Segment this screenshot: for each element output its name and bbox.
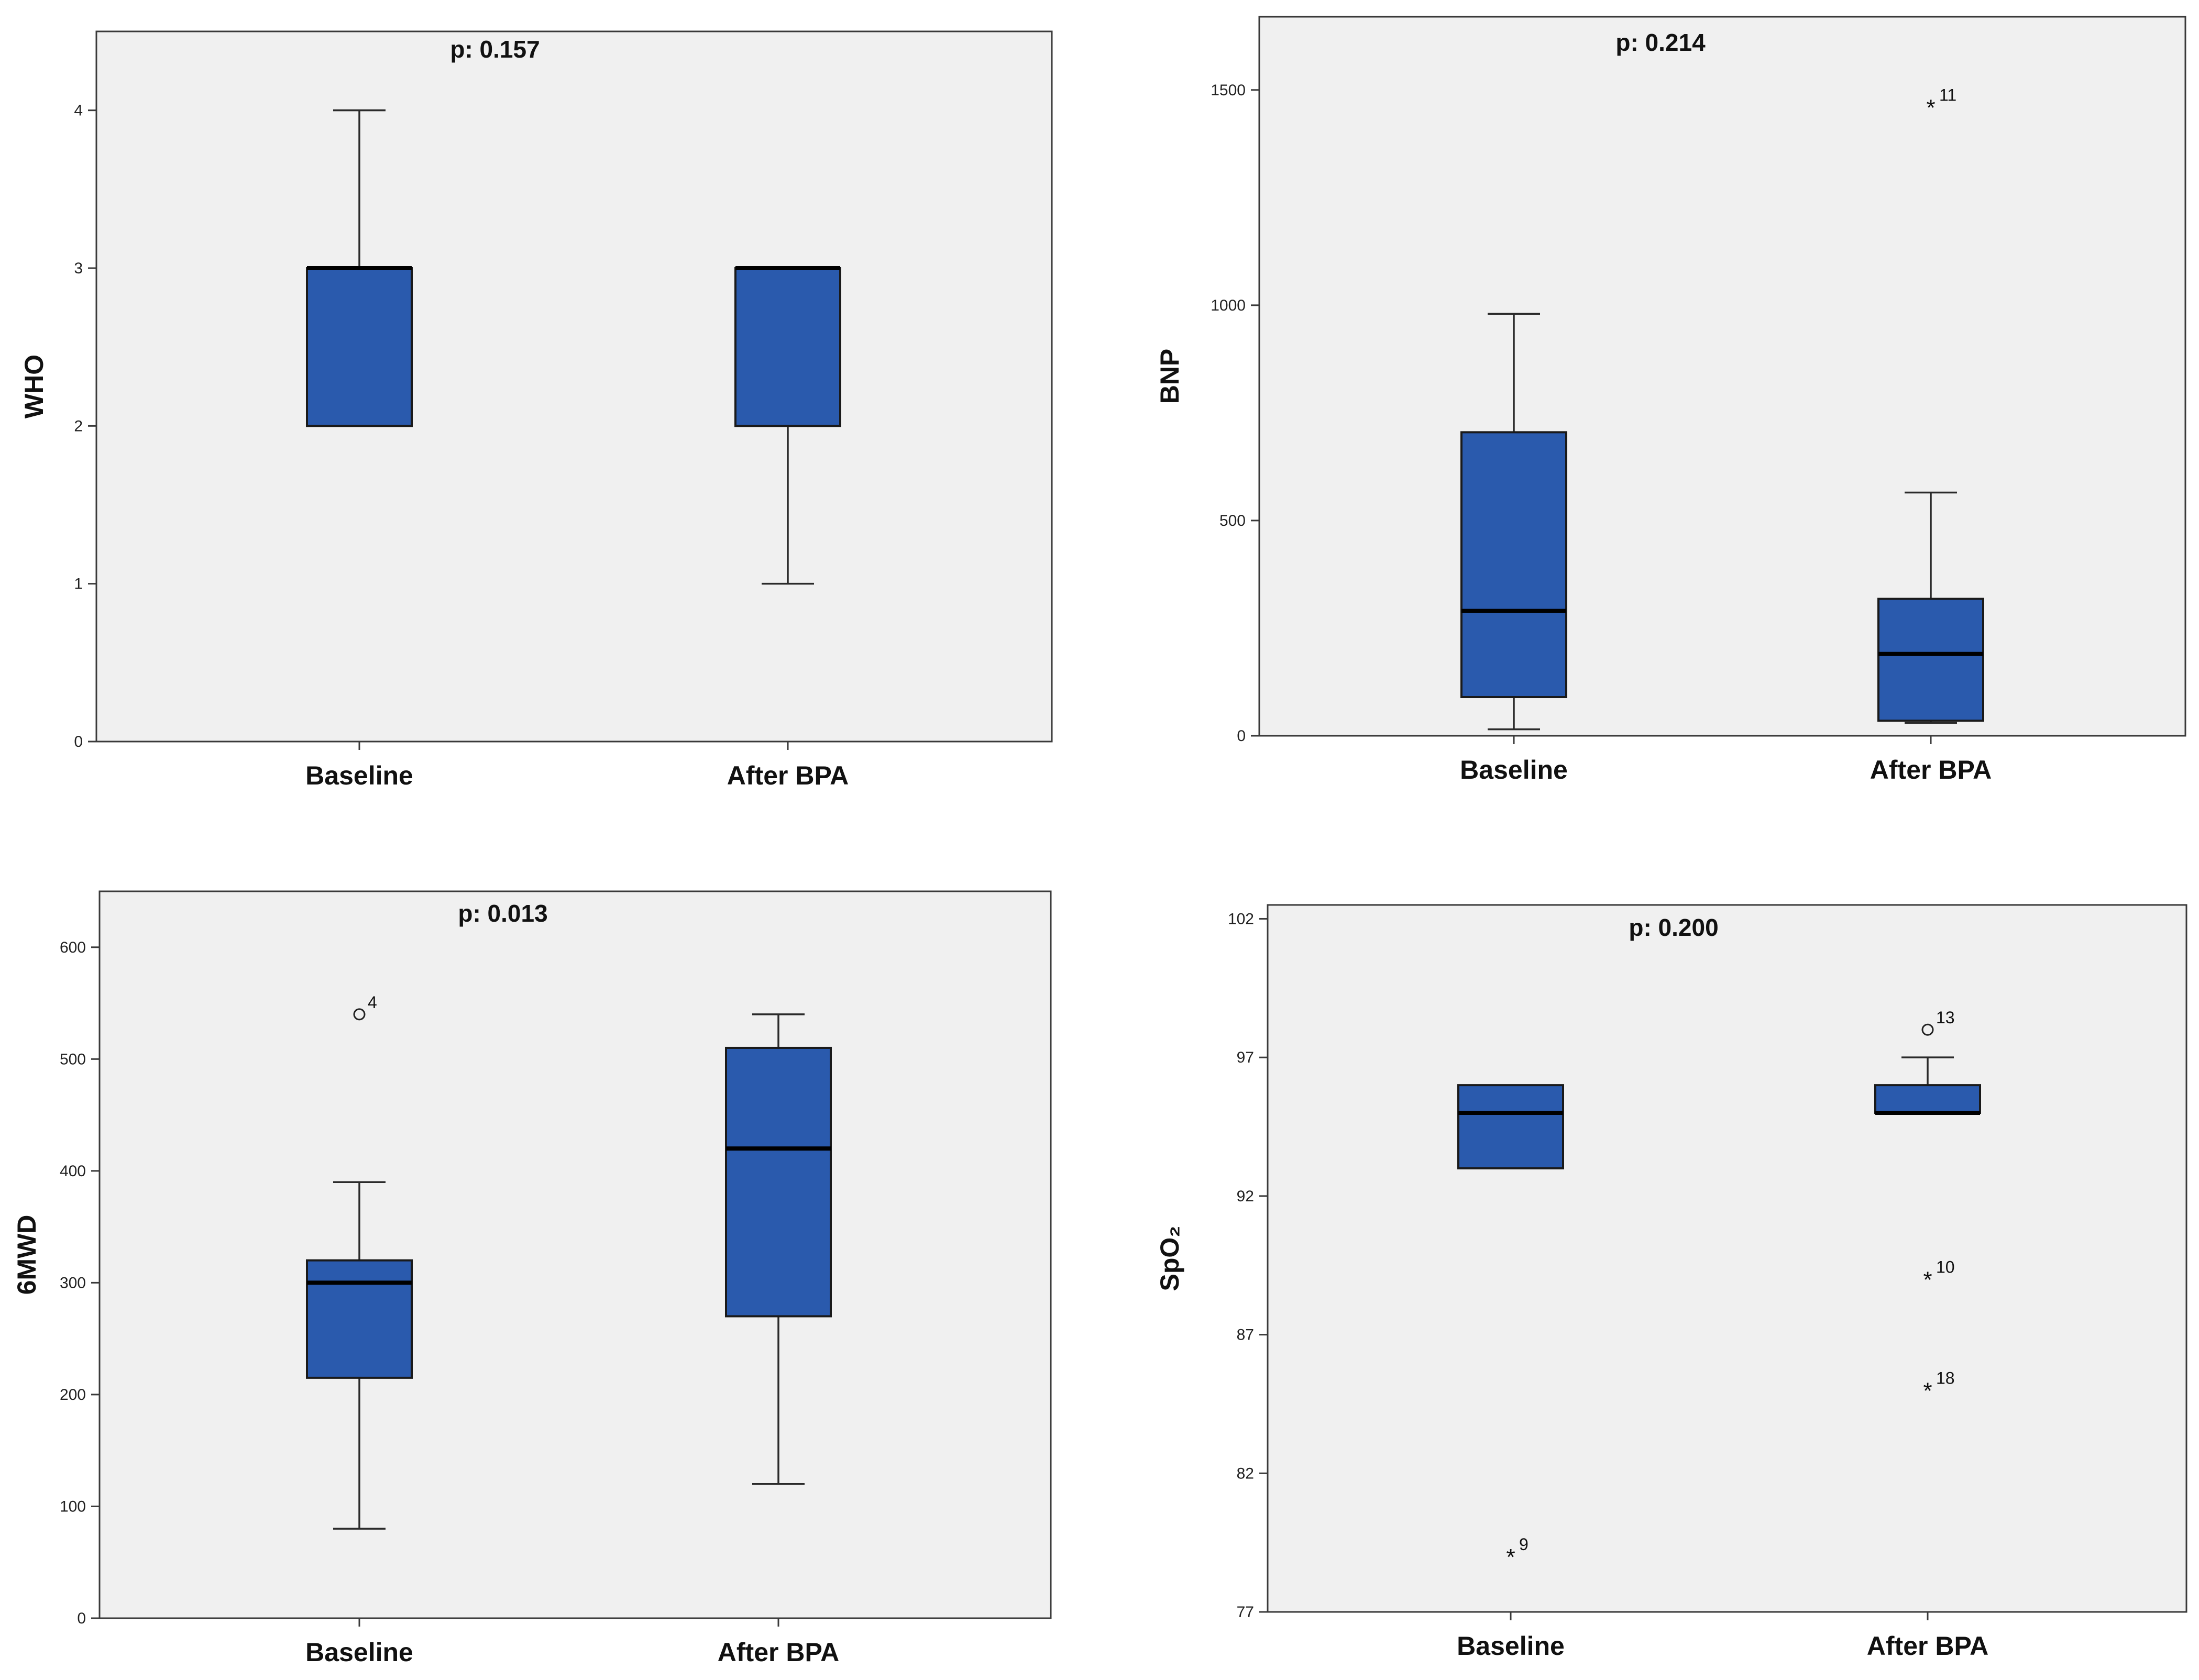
iqr-box xyxy=(306,1259,413,1379)
y-tick-label: 92 xyxy=(1237,1188,1254,1205)
chart-panel-1: 0 1 2 3 4 Baseline After BPA WHO p: 0.157 xyxy=(19,30,1053,790)
y-tick-label: 3 xyxy=(74,260,83,277)
outlier-star: * xyxy=(1923,1267,1932,1293)
x-category-label: After BPA xyxy=(1870,755,1992,784)
outlier-label: 18 xyxy=(1936,1368,1955,1387)
outlier-label: 13 xyxy=(1936,1008,1955,1027)
iqr-box xyxy=(1460,431,1567,699)
outlier-label: 9 xyxy=(1519,1535,1529,1554)
outlier-star: * xyxy=(1506,1544,1515,1570)
x-category-label: After BPA xyxy=(718,1638,839,1667)
outlier-label: 4 xyxy=(368,993,377,1012)
y-tick-label: 0 xyxy=(1237,727,1246,745)
iqr-box xyxy=(1457,1084,1564,1169)
iqr-box xyxy=(1877,598,1984,722)
y-tick-label: 87 xyxy=(1237,1327,1254,1344)
y-tick-label: 200 xyxy=(60,1386,86,1403)
x-category-label: After BPA xyxy=(1867,1631,1988,1661)
y-tick-label: 4 xyxy=(74,102,83,119)
y-tick-label: 300 xyxy=(60,1274,86,1291)
outlier-star: * xyxy=(1926,95,1935,121)
y-tick-label: 100 xyxy=(60,1498,86,1515)
y-tick-label: 82 xyxy=(1237,1465,1254,1482)
iqr-box xyxy=(306,267,413,427)
plot-area xyxy=(1258,16,2186,737)
y-tick-label: 97 xyxy=(1237,1049,1254,1066)
x-category-label: Baseline xyxy=(1457,1631,1565,1661)
y-tick-label: 500 xyxy=(1219,512,1246,529)
outlier-label: 10 xyxy=(1936,1258,1955,1277)
y-axis-title: WHO xyxy=(19,355,49,418)
y-axis-title: BNP xyxy=(1155,349,1184,404)
p-value-annotation: p: 0.013 xyxy=(458,900,547,927)
outlier-circle xyxy=(1921,1023,1934,1036)
y-tick-label: 0 xyxy=(74,733,83,750)
outlier-circle xyxy=(353,1008,366,1021)
chart-panel-3: 0 100 200 300 400 500 600 Baseline After BPA 6MWD… xyxy=(12,890,1052,1667)
y-tick-label: 500 xyxy=(60,1051,86,1068)
p-value-annotation: p: 0.214 xyxy=(1615,29,1706,56)
plot-area xyxy=(1267,904,2187,1613)
plot-area xyxy=(95,30,1053,743)
x-category-label: After BPA xyxy=(727,761,849,790)
y-tick-label: 102 xyxy=(1228,910,1254,927)
outlier-label: 11 xyxy=(1939,86,1956,105)
y-tick-label: 0 xyxy=(77,1610,86,1627)
y-tick-label: 2 xyxy=(74,417,83,435)
iqr-box xyxy=(734,267,841,427)
chart-panel-2: 0 500 1000 1500 Baseline After BPA BNP p: 0.214… xyxy=(1155,16,2186,784)
x-category-label: Baseline xyxy=(305,761,413,790)
y-tick-label: 1500 xyxy=(1211,82,1246,99)
plot-area xyxy=(98,890,1052,1619)
p-value-annotation: p: 0.157 xyxy=(450,36,540,63)
x-category-label: Baseline xyxy=(1460,755,1568,784)
y-axis-title: SpO₂ xyxy=(1155,1226,1184,1291)
y-tick-label: 1 xyxy=(74,576,83,593)
x-category-label: Baseline xyxy=(305,1638,413,1667)
y-tick-label: 600 xyxy=(60,939,86,956)
y-axis-title: 6MWD xyxy=(12,1215,41,1295)
iqr-box xyxy=(1874,1084,1981,1114)
y-tick-label: 77 xyxy=(1237,1604,1254,1621)
y-tick-label: 1000 xyxy=(1211,297,1246,314)
chart-panel-4: 77 82 87 92 97 102 Baseline After BPA SpO₂ p: 0.2… xyxy=(1155,904,2187,1661)
p-value-annotation: p: 0.200 xyxy=(1629,914,1718,941)
iqr-box xyxy=(725,1046,832,1318)
outlier-star: * xyxy=(1923,1378,1932,1403)
y-tick-label: 400 xyxy=(60,1163,86,1180)
